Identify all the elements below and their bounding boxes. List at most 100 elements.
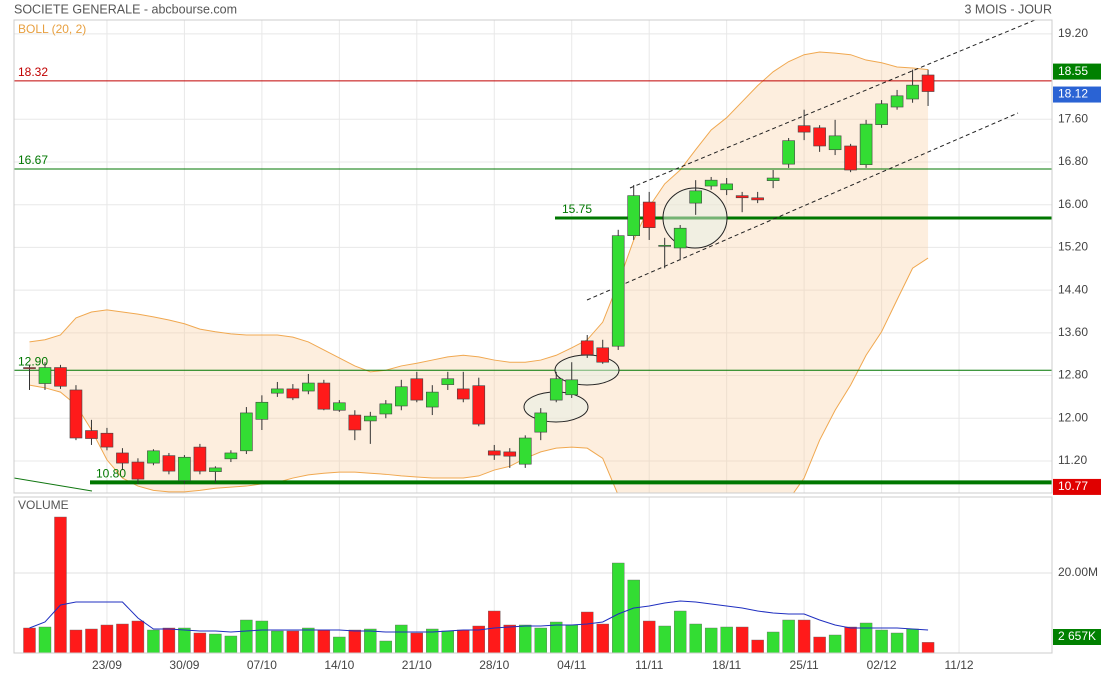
volume-bar: [875, 629, 888, 653]
candle-body: [410, 378, 424, 401]
volume-bar: [828, 634, 842, 653]
candle-body: [751, 197, 764, 201]
volume-bar: [333, 636, 346, 653]
volume-bar: [116, 623, 129, 653]
y-tick-label: 12.00: [1058, 410, 1088, 424]
volume-bar: [751, 639, 764, 653]
candle-body: [209, 467, 222, 472]
volume-bar: [797, 619, 811, 653]
price-grid: [14, 20, 1052, 493]
ellipse: [554, 354, 620, 386]
x-tick-label: 18/11: [712, 658, 741, 672]
volume-bar: [85, 628, 98, 653]
level-label: 12.90: [18, 354, 48, 368]
volume-bar: [627, 579, 640, 653]
trend-line: [14, 477, 93, 492]
price-tag: [1053, 63, 1101, 80]
volume-bar: [23, 627, 36, 653]
y-tick-label: 16.80: [1058, 154, 1088, 168]
level-label: 15.75: [562, 202, 592, 216]
candle-body: [828, 135, 842, 151]
volume-bar: [379, 640, 393, 653]
price-tag: [1053, 86, 1101, 103]
bollinger-lower: [29, 257, 929, 493]
candle-body: [85, 430, 98, 439]
volume-bar: [906, 628, 919, 653]
candle-body: [503, 451, 517, 457]
level-label: 18.32: [18, 65, 48, 79]
volume-frame: [13, 496, 1053, 654]
volume-bar: [178, 627, 191, 653]
volume-bar: [658, 625, 671, 653]
value-label: 2 657K: [1058, 629, 1096, 643]
candle-body: [364, 415, 377, 422]
candle-body: [224, 452, 238, 460]
candle-body: [317, 382, 331, 410]
volume-bar: [534, 627, 547, 653]
y-tick-label: 15.20: [1058, 240, 1088, 254]
candle-body: [797, 125, 811, 133]
chart-title: SOCIETE GENERALE - abcbourse.com: [14, 2, 237, 16]
volume-bar: [550, 621, 563, 653]
volume-bar: [302, 627, 315, 653]
candle-body: [782, 140, 795, 165]
candle-body: [100, 432, 114, 448]
volume-bar: [426, 628, 439, 653]
trend-line: [629, 20, 1036, 189]
candle-body: [23, 367, 36, 369]
trend-line: [586, 112, 1019, 301]
volume-bar: [689, 623, 702, 653]
x-tick-label: 30/09: [169, 658, 199, 672]
volume-bar: [255, 620, 269, 653]
candle-body: [906, 84, 919, 100]
volume-bar: [457, 629, 470, 653]
candle-body: [875, 103, 888, 125]
volume-bar: [224, 635, 238, 653]
candles-layer: [23, 69, 935, 484]
candle-body: [890, 95, 904, 108]
volume-bar: [38, 626, 52, 653]
x-tick-label: 02/12: [867, 658, 897, 672]
x-tick-label: 07/10: [247, 658, 277, 672]
candle-body: [472, 385, 486, 425]
volume-bar: [565, 624, 578, 653]
price-tag-label: 10.77: [1058, 479, 1088, 493]
volume-bar: [519, 624, 532, 653]
y-tick-label: 19.20: [1058, 26, 1088, 40]
volume-bar: [317, 629, 331, 653]
volume-bar: [859, 622, 873, 653]
candle-body: [395, 386, 408, 407]
candle-body: [69, 389, 83, 439]
volume-bar: [921, 642, 935, 653]
candle-body: [627, 195, 641, 236]
volume-bar: [673, 610, 687, 653]
volume-bar: [813, 636, 826, 653]
price-tag-label: 18.55: [1058, 64, 1088, 78]
x-tick-label: 25/11: [790, 658, 819, 672]
candle-body: [178, 456, 191, 482]
y-tick-label: 12.80: [1058, 368, 1088, 382]
volume-bar: [395, 624, 408, 653]
x-tick-label: 21/10: [402, 658, 432, 672]
y-tick-label: 13.60: [1058, 325, 1088, 339]
volume-bar: [162, 627, 176, 653]
candle-body: [487, 450, 501, 456]
candle-body: [333, 402, 346, 411]
bollinger-label: BOLL (20, 2): [18, 22, 86, 36]
value-tag: [1053, 629, 1101, 645]
volume-bar: [735, 626, 749, 653]
volume-bar: [348, 629, 362, 653]
candle-body: [921, 74, 935, 92]
volume-bar: [131, 620, 145, 653]
volume-bar: [271, 630, 284, 653]
level-label: 16.67: [18, 153, 48, 167]
candle-body: [735, 195, 749, 199]
volume-bar: [581, 611, 594, 653]
candle-body: [565, 379, 579, 396]
candle-body: [38, 367, 52, 384]
x-tick-label: 23/09: [92, 658, 122, 672]
candle-body: [766, 177, 780, 181]
volume-title: VOLUME: [18, 498, 69, 512]
volume-bar: [193, 632, 207, 653]
